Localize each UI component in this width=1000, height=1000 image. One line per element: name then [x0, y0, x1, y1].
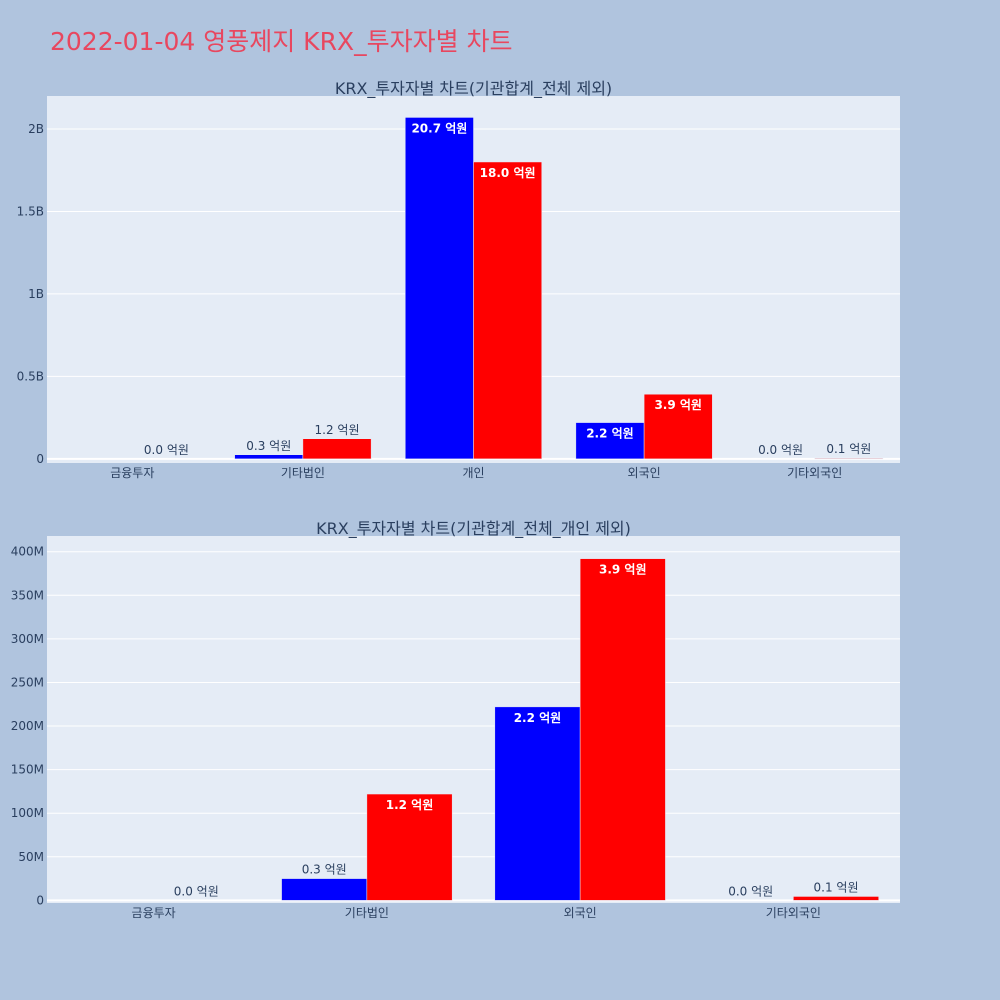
bar	[643, 393, 713, 460]
x-tick-label: 기타법인	[281, 466, 325, 480]
y-tick-label: 400M	[11, 545, 44, 559]
data-label: 1.2 억원	[315, 423, 360, 437]
y-tick-label: 1.5B	[17, 204, 44, 218]
y-tick-label: 2B	[28, 122, 44, 136]
y-tick-label: 250M	[11, 675, 44, 689]
bar	[494, 706, 581, 901]
data-label: 0.0 억원	[174, 884, 219, 898]
y-tick-label: 300M	[11, 632, 44, 646]
x-tick-label: 금융투자	[132, 906, 176, 920]
y-tick-label: 0	[36, 452, 44, 466]
data-label: 0.3 억원	[302, 863, 347, 877]
x-tick-label: 개인	[462, 466, 484, 480]
chart-title: KRX_투자자별 차트(기관합계_전체 제외)	[335, 79, 612, 99]
data-label: 0.0 억원	[144, 443, 189, 457]
x-tick-label: 기타외국인	[787, 466, 842, 480]
bar	[814, 457, 884, 460]
data-label: 0.1 억원	[826, 442, 871, 456]
bar	[281, 878, 368, 901]
y-tick-label: 1B	[28, 287, 44, 301]
plot-area	[47, 536, 900, 903]
data-label: 1.2 억원	[386, 798, 434, 812]
data-label: 18.0 억원	[480, 166, 536, 180]
data-label: 0.3 억원	[246, 439, 291, 453]
y-tick-label: 100M	[11, 806, 44, 820]
bar	[575, 422, 645, 460]
y-tick-label: 350M	[11, 588, 44, 602]
x-tick-label: 금융투자	[110, 466, 154, 480]
data-label: 3.9 억원	[599, 563, 647, 577]
bar	[793, 896, 879, 901]
y-tick-label: 50M	[18, 850, 44, 864]
data-label: 20.7 억원	[411, 121, 467, 135]
x-tick-label: 외국인	[628, 466, 661, 480]
data-label: 2.2 억원	[514, 711, 562, 725]
data-label: 2.2 억원	[586, 427, 634, 441]
y-tick-label: 0.5B	[17, 369, 44, 383]
data-label: 0.0 억원	[758, 443, 803, 457]
data-label: 0.1 억원	[814, 880, 859, 894]
data-label: 3.9 억원	[654, 398, 702, 412]
y-tick-label: 150M	[11, 763, 44, 777]
chart-title: KRX_투자자별 차트(기관합계_전체_개인 제외)	[316, 519, 631, 539]
page-title: 2022-01-04 영풍제지 KRX_투자자별 차트	[50, 27, 513, 56]
y-tick-label: 0	[36, 893, 44, 907]
x-tick-label: 외국인	[564, 906, 597, 920]
bar	[366, 793, 453, 901]
bar	[473, 161, 542, 460]
data-label: 0.0 억원	[728, 884, 773, 898]
bar	[302, 438, 372, 460]
x-tick-label: 기타외국인	[766, 906, 821, 920]
bar	[579, 558, 666, 901]
y-tick-label: 200M	[11, 719, 44, 733]
x-tick-label: 기타법인	[345, 906, 389, 920]
